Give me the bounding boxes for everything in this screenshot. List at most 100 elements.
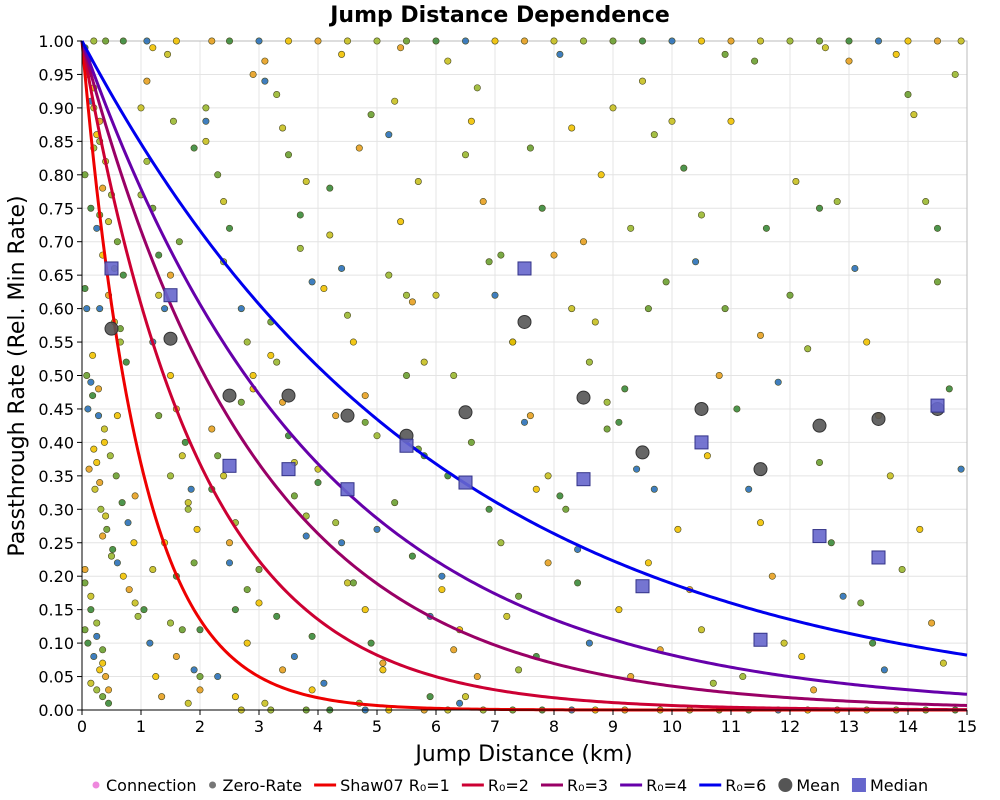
- scatter-point: [892, 50, 900, 58]
- scatter-point: [385, 131, 393, 139]
- scatter-point: [143, 77, 151, 85]
- scatter-point: [332, 519, 340, 527]
- scatter-point: [869, 639, 877, 647]
- legend-label: Connection: [106, 776, 197, 795]
- scatter-point: [526, 412, 534, 420]
- scatter-point: [373, 432, 381, 440]
- scatter-point: [81, 626, 89, 634]
- scatter-point: [158, 693, 166, 701]
- y-tick-label: 0.25: [38, 534, 74, 553]
- y-tick-label: 0.70: [38, 233, 74, 252]
- scatter-point: [644, 305, 652, 313]
- scatter-point: [349, 579, 357, 587]
- scatter-point: [815, 458, 823, 466]
- scatter-point: [438, 572, 446, 580]
- scatter-point: [105, 699, 113, 707]
- scatter-point: [880, 666, 888, 674]
- scatter-point: [100, 438, 108, 446]
- scatter-point: [391, 499, 399, 507]
- legend-label: R₀=2: [488, 776, 529, 795]
- scatter-point: [100, 425, 108, 433]
- scatter-point: [355, 144, 363, 152]
- scatter-point: [167, 371, 175, 379]
- scatter-point: [140, 606, 148, 614]
- scatter-point: [638, 77, 646, 85]
- chart-title: Jump Distance Dependence: [328, 3, 670, 28]
- x-tick-label: 9: [608, 717, 618, 736]
- scatter-point: [951, 70, 959, 78]
- scatter-point: [152, 673, 160, 681]
- scatter-point: [167, 472, 175, 480]
- scatter-point: [668, 117, 676, 125]
- scatter-point: [544, 472, 552, 480]
- scatter-point: [815, 37, 823, 45]
- scatter-point: [922, 198, 930, 206]
- legend: Connection Zero-Rate Shaw07 R₀=1 R₀=2 R₀=3 R₀…: [92, 776, 928, 795]
- scatter-point: [273, 91, 281, 99]
- scatter-point: [237, 305, 245, 313]
- mean-marker: [104, 321, 119, 336]
- scatter-point: [314, 37, 322, 45]
- scatter-point: [196, 673, 204, 681]
- scatter-point: [373, 37, 381, 45]
- scatter-point: [81, 579, 89, 587]
- scatter-point: [214, 673, 222, 681]
- y-axis-title: Passthrough Rate (Rel. Min Rate): [5, 195, 30, 556]
- scatter-point: [603, 425, 611, 433]
- scatter-point: [146, 639, 154, 647]
- scatter-point: [473, 84, 481, 92]
- scatter-point: [178, 452, 186, 460]
- x-tick-label: 13: [839, 717, 859, 736]
- scatter-point: [261, 77, 269, 85]
- scatter-point: [249, 70, 257, 78]
- scatter-point: [105, 686, 113, 694]
- y-tick-label: 0.20: [38, 567, 74, 586]
- scatter-point: [379, 659, 387, 667]
- x-tick-label: 0: [77, 717, 87, 736]
- curve-r0-2: [80, 40, 968, 712]
- scatter-point: [190, 666, 198, 674]
- scatter-point: [143, 157, 151, 165]
- scatter-point: [85, 465, 93, 473]
- scatter-point: [119, 572, 127, 580]
- y-tick-label: 0.35: [38, 467, 74, 486]
- scatter-point: [89, 351, 97, 359]
- scatter-point: [105, 218, 113, 226]
- scatter-point: [662, 278, 670, 286]
- scatter-point: [261, 57, 269, 65]
- median-marker: [576, 472, 591, 487]
- scatter-point: [650, 485, 658, 493]
- scatter-point: [172, 652, 180, 660]
- scatter-point: [84, 405, 92, 413]
- scatter-point: [243, 586, 251, 594]
- y-axis-ticks: 0.00 0.05 0.10 0.15 0.20 0.25 0.30 0.35 0.40 0.45…: [38, 32, 82, 720]
- scatter-point: [113, 238, 121, 246]
- y-tick-label: 0.95: [38, 65, 74, 84]
- scatter-point: [957, 465, 965, 473]
- scatter-point: [255, 566, 263, 574]
- scatter-point: [461, 37, 469, 45]
- scatter-point: [609, 37, 617, 45]
- scatter-point: [290, 652, 298, 660]
- median-marker: [458, 475, 473, 490]
- scatter-point: [485, 258, 493, 266]
- scatter-point: [904, 91, 912, 99]
- scatter-point: [102, 512, 110, 520]
- mean-marker: [871, 411, 886, 426]
- scatter-point: [615, 606, 623, 614]
- scatter-point: [692, 258, 700, 266]
- scatter-point: [574, 579, 582, 587]
- x-tick-label: 5: [372, 717, 382, 736]
- scatter-point: [697, 211, 705, 219]
- scatter-point: [175, 238, 183, 246]
- curve-r0-4: [80, 40, 968, 696]
- scatter-point: [585, 358, 593, 366]
- scatter-point: [609, 104, 617, 112]
- scatter-point: [97, 505, 105, 513]
- scatter-point: [933, 37, 941, 45]
- scatter-point: [810, 686, 818, 694]
- y-tick-label: 0.75: [38, 199, 74, 218]
- scatter-point: [296, 244, 304, 252]
- scatter-point: [122, 358, 130, 366]
- x-tick-label: 1: [136, 717, 146, 736]
